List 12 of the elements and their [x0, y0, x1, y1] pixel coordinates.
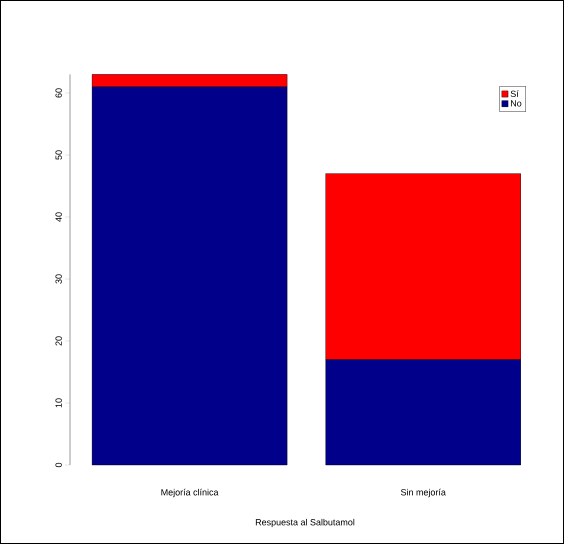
y-tick-label: 60	[55, 88, 62, 98]
y-tick-label: 0	[55, 462, 62, 468]
y-tick-label: 10	[55, 398, 62, 408]
y-tick-label: 50	[55, 150, 62, 160]
x-tick-label: Mejoría clínica	[161, 488, 218, 498]
legend-label: Sí	[510, 90, 519, 97]
x-tick-label: Sin mejoría	[400, 488, 446, 498]
y-tick-label: 30	[55, 274, 62, 284]
x-axis-title: Respuesta al Salbutamol	[256, 518, 354, 528]
y-tick-label: 20	[55, 336, 62, 346]
y-tick-label: 40	[55, 212, 62, 222]
legend-label: No	[510, 100, 522, 107]
